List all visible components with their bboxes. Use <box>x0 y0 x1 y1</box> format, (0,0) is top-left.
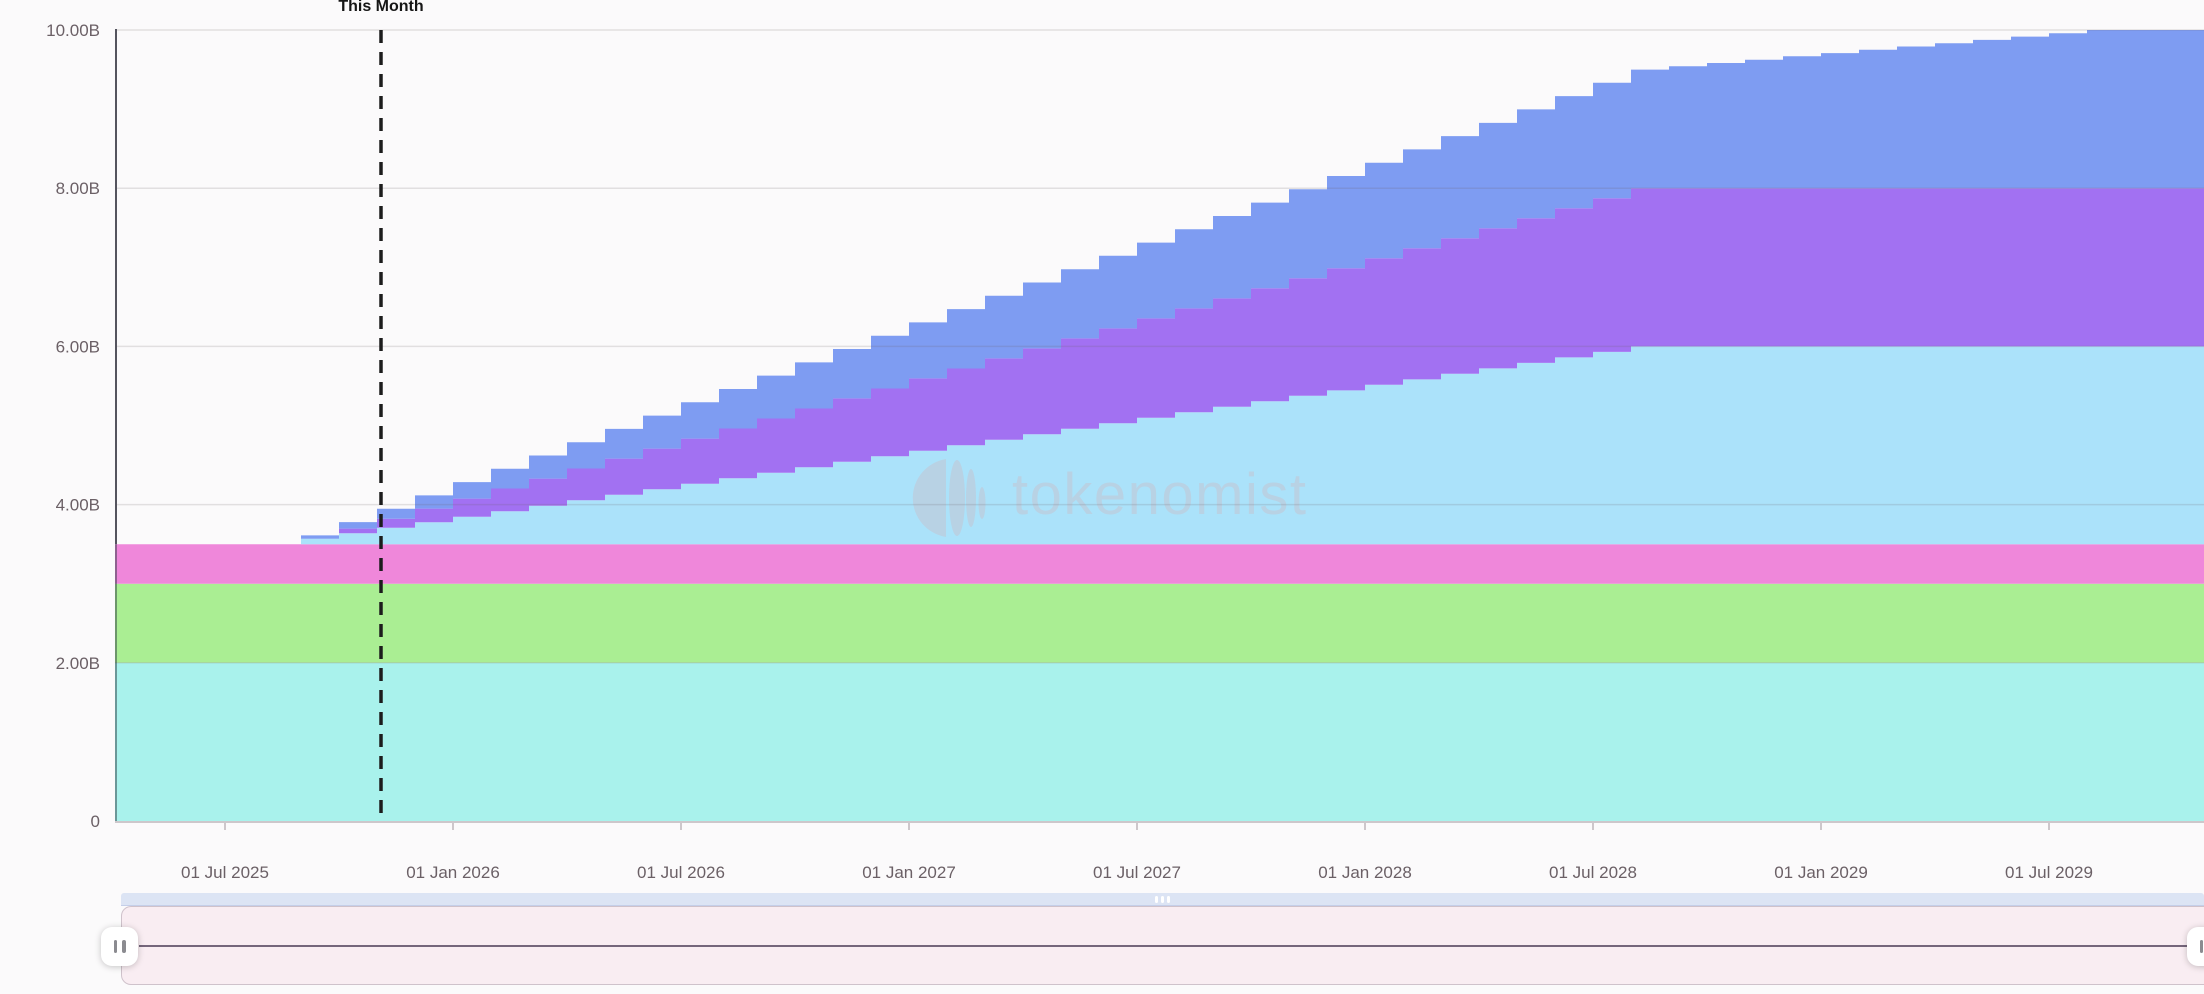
navigator-scroll-strip[interactable] <box>121 893 2204 906</box>
gridlines-layer <box>115 29 2204 664</box>
area-band-3-pink <box>115 544 2204 584</box>
y-tick-label: 0 <box>91 812 100 831</box>
y-axis-labels: 0 2.00B 4.00B 6.00B 8.00B 10.00B <box>46 21 100 831</box>
area-band-6-cornflower <box>115 30 2204 545</box>
this-month-marker: This Month <box>338 0 424 821</box>
x-tick-label: 01 Jul 2027 <box>1093 863 1181 882</box>
navigator-series-line <box>139 945 2204 947</box>
handle-grip-icon <box>113 940 117 953</box>
watermark: tokenomist <box>912 459 1307 537</box>
x-tick-label: 01 Jan 2026 <box>406 863 500 882</box>
x-tick-label: 01 Jul 2025 <box>181 863 269 882</box>
area-band-4-sky <box>115 346 2204 545</box>
x-tick-label: 01 Jan 2028 <box>1318 863 1412 882</box>
strip-grip-icon <box>1167 895 1170 903</box>
navigator-left-handle[interactable] <box>101 927 138 966</box>
y-tick-label: 4.00B <box>56 496 100 515</box>
y-tick-label: 8.00B <box>56 179 100 198</box>
strip-grip-icon <box>1161 895 1164 903</box>
x-tick-label: 01 Jul 2026 <box>637 863 725 882</box>
x-axis-labels: 01 Jul 2025 01 Jan 2026 01 Jul 2026 01 Jan … <box>181 863 2093 882</box>
tokenomist-logo-icon <box>912 459 986 537</box>
area-band-1-cyan <box>115 662 2204 821</box>
x-tick-label: 01 Jan 2027 <box>862 863 956 882</box>
watermark-text: tokenomist <box>1012 462 1307 527</box>
navigator-right-handle[interactable] <box>2187 927 2204 966</box>
x-tick-label: 01 Jan 2029 <box>1774 863 1868 882</box>
axes-layer <box>115 29 2204 830</box>
y-tick-label: 10.00B <box>46 21 100 40</box>
area-band-5-purple <box>115 188 2204 545</box>
y-tick-label: 2.00B <box>56 654 100 673</box>
handle-grip-icon <box>2199 940 2203 953</box>
this-month-label: This Month <box>338 0 423 15</box>
area-band-2-green <box>115 583 2204 663</box>
x-tick-label: 01 Jul 2028 <box>1549 863 1637 882</box>
handle-grip-icon <box>122 940 126 953</box>
strip-grip-icon <box>1155 895 1158 903</box>
y-tick-label: 6.00B <box>56 337 100 356</box>
stacked-areas-layer <box>115 30 2204 821</box>
x-tick-label: 01 Jul 2029 <box>2005 863 2093 882</box>
